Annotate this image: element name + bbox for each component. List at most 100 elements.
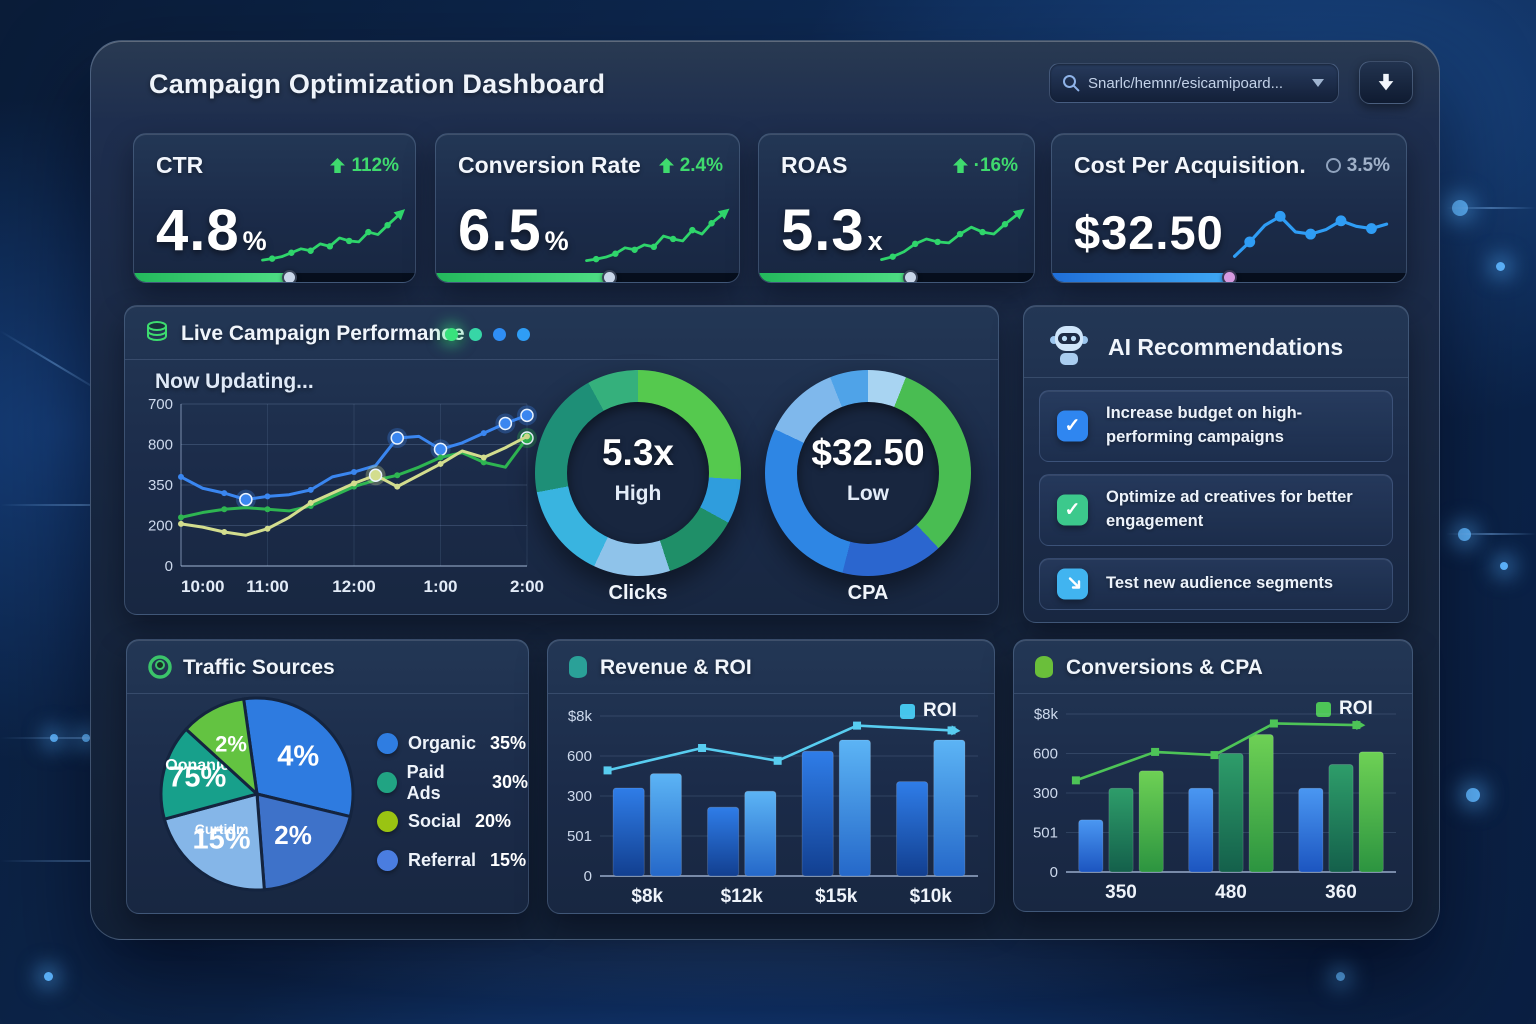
chevron-down-icon[interactable] xyxy=(1312,79,1324,87)
svg-text:4%: 4% xyxy=(277,740,319,772)
status-dot xyxy=(493,328,506,341)
panel-header: Live Campaign Performance xyxy=(125,306,998,360)
svg-text:360: 360 xyxy=(1325,882,1357,903)
svg-text:11:00: 11:00 xyxy=(246,577,289,596)
legend-swatch xyxy=(377,811,398,832)
svg-text:$8k: $8k xyxy=(1034,706,1059,723)
svg-text:700: 700 xyxy=(148,396,173,413)
progress-bar xyxy=(134,269,415,282)
roi-legend: ROI xyxy=(900,700,957,722)
svg-text:12:00: 12:00 xyxy=(332,577,375,596)
svg-text:0: 0 xyxy=(165,558,173,575)
panel-header: Conversions & CPA xyxy=(1014,640,1412,694)
revenue-bar-chart: $8k 600 300 501 0 $8k $12k $15k $10k xyxy=(567,708,978,907)
check-icon[interactable]: ✓ xyxy=(1057,410,1088,442)
panel-header: Revenue & ROI xyxy=(548,640,994,694)
panel-header: AI Recommendations xyxy=(1024,306,1408,378)
svg-text:200: 200 xyxy=(148,518,173,535)
panel-title: Traffic Sources xyxy=(183,656,335,679)
ai-recommendations-panel: AI Recommendations ✓ Increase budget on … xyxy=(1023,305,1409,623)
recommendation-item[interactable]: ✓ Optimize ad creatives for better engag… xyxy=(1039,474,1393,546)
arrow-icon[interactable] xyxy=(1057,568,1088,600)
kpi-delta: 112% xyxy=(330,155,399,177)
legend-item: Referral 15% xyxy=(377,841,528,880)
kpi-value: 4.8% xyxy=(156,198,268,263)
kpi-label: ROAS xyxy=(781,152,848,178)
svg-text:Oonanic: Oonanic xyxy=(165,757,229,774)
roi-legend: ROI xyxy=(1316,698,1373,720)
traffic-sources-panel: Traffic Sources 4% 2% Curtidm 15% Oonanic 75%… xyxy=(126,639,529,914)
kpi-card-conversion-rate: Conversion Rate 2.4% 6.5% xyxy=(435,133,740,283)
sparkline-chart xyxy=(585,208,730,263)
svg-text:600: 600 xyxy=(1033,746,1058,763)
glow-line xyxy=(0,504,160,506)
check-icon[interactable]: ✓ xyxy=(1057,494,1088,526)
recommendation-item[interactable]: Test new audience segments xyxy=(1039,558,1393,610)
recommendation-item[interactable]: ✓ Increase budget on high-performing cam… xyxy=(1039,390,1393,462)
glow-dot xyxy=(44,972,53,981)
glow-line xyxy=(1446,533,1536,535)
glow-dot xyxy=(1336,972,1345,981)
sparkline-chart xyxy=(880,208,1025,262)
updating-status: Now Updating... xyxy=(155,370,314,393)
kpi-value: 6.5% xyxy=(458,198,570,263)
sparkline-chart xyxy=(261,209,406,262)
status-dot xyxy=(445,328,458,341)
svg-text:350: 350 xyxy=(1105,882,1137,903)
svg-text:2%: 2% xyxy=(215,731,247,756)
status-dot xyxy=(517,328,530,341)
database-icon xyxy=(147,321,167,342)
download-button[interactable] xyxy=(1359,61,1413,104)
gauge-value: $32.50 xyxy=(811,432,925,473)
svg-text:0: 0 xyxy=(1050,864,1058,881)
gauge-level: High xyxy=(614,482,662,505)
search-icon xyxy=(1063,75,1080,92)
status-dots xyxy=(445,328,530,341)
robot-icon xyxy=(1050,326,1088,365)
gauge-level: Low xyxy=(847,482,889,505)
svg-text:800: 800 xyxy=(148,437,173,454)
svg-text:600: 600 xyxy=(567,748,592,765)
glow-dot xyxy=(1496,262,1505,271)
live-line-chart: 700 800 350 200 0 10:00 11:00 12:00 1:00 2:00 xyxy=(148,396,544,596)
kpi-card-ctr: CTR 112% 4.8% xyxy=(133,133,416,283)
svg-text:501: 501 xyxy=(1033,825,1058,842)
progress-knob[interactable] xyxy=(903,269,919,282)
glow-dot xyxy=(1500,562,1508,570)
search-input[interactable] xyxy=(1080,74,1312,92)
kpi-label: Conversion Rate xyxy=(458,152,641,178)
svg-text:350: 350 xyxy=(148,477,173,494)
panel-title: Live Campaign Performance xyxy=(181,322,465,345)
kpi-value: 5.3 x xyxy=(781,198,884,263)
svg-text:$8k: $8k xyxy=(568,708,593,725)
svg-text:2:00: 2:00 xyxy=(510,577,544,596)
up-arrow-icon xyxy=(952,158,968,173)
page-title: Campaign Optimization Dashboard xyxy=(149,69,606,99)
progress-knob[interactable] xyxy=(1222,269,1237,282)
legend-item: Organic 35% xyxy=(377,724,528,763)
revenue-icon xyxy=(569,656,587,678)
search-bar[interactable] xyxy=(1049,63,1339,103)
legend-swatch xyxy=(1316,701,1331,717)
legend-swatch xyxy=(900,703,915,719)
progress-bar xyxy=(436,269,739,282)
svg-text:$8k: $8k xyxy=(631,886,663,907)
progress-bar xyxy=(759,269,1034,282)
kpi-label: Cost Per Acquisition. xyxy=(1074,152,1306,178)
progress-knob[interactable] xyxy=(281,269,297,282)
svg-text:501: 501 xyxy=(567,828,592,845)
kpi-value: $32.50 xyxy=(1074,206,1224,259)
panel-title: Conversions & CPA xyxy=(1066,656,1263,679)
status-dot xyxy=(469,328,482,341)
progress-bar xyxy=(1052,269,1406,282)
kpi-delta: ·16% xyxy=(952,155,1018,177)
gauge-caption: CPA xyxy=(847,582,889,604)
progress-knob[interactable] xyxy=(601,269,617,282)
revenue-roi-panel: Revenue & ROI ROI $8k 600 300 501 0 $8k $12k $1… xyxy=(547,639,995,914)
conversions-bar-chart: $8k 600 300 501 0 350 480 360 xyxy=(1033,706,1396,903)
gauge-caption: Clicks xyxy=(608,582,668,604)
legend-swatch xyxy=(377,733,398,754)
sparkline-chart xyxy=(1232,210,1389,258)
floor-reflection xyxy=(160,938,1376,1008)
recommendation-text: Test new audience segments xyxy=(1106,574,1334,593)
